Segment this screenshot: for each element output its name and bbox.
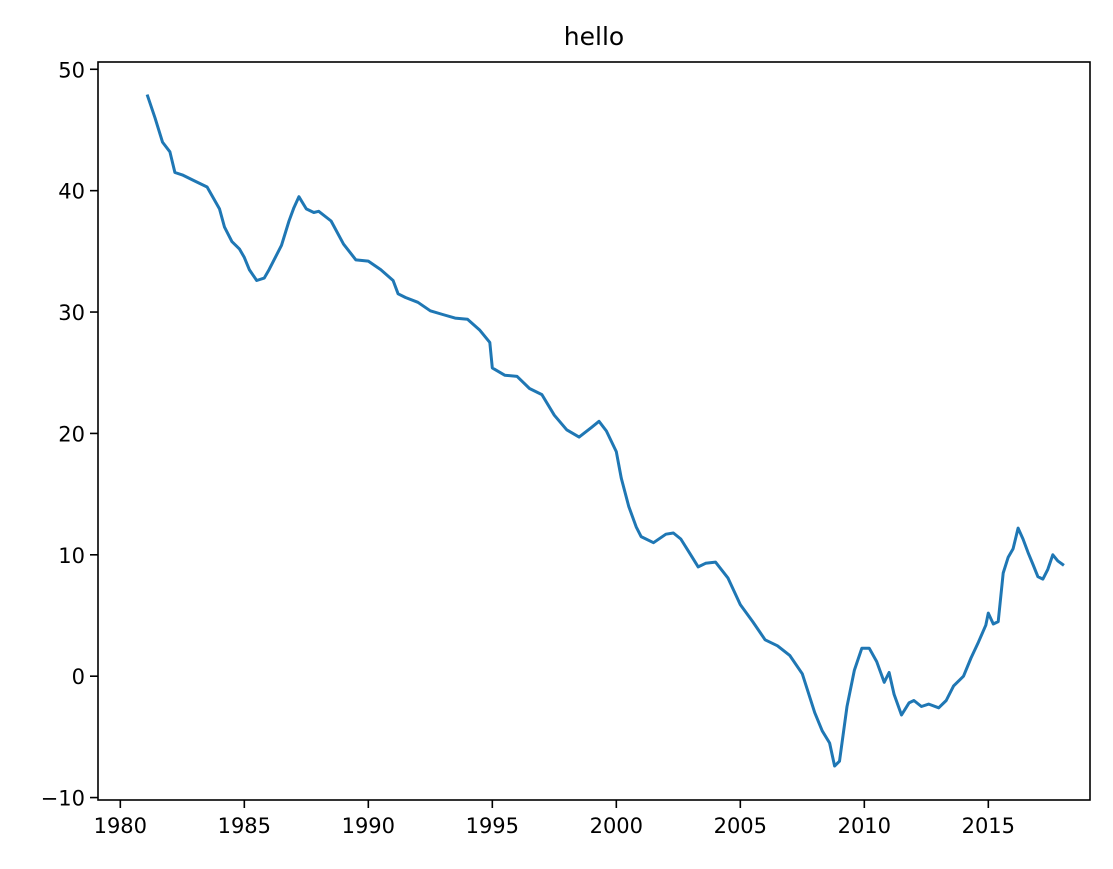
y-tick-label: 30 (58, 301, 85, 325)
x-tick-label: 2010 (838, 814, 891, 838)
x-tick-label: 1985 (218, 814, 271, 838)
x-tick-label: 1980 (94, 814, 147, 838)
y-tick-label: 0 (72, 665, 85, 689)
x-tick-label: 2000 (590, 814, 643, 838)
series-layer (145, 94, 1065, 768)
x-tick-label: 2015 (962, 814, 1015, 838)
x-axis: 1980 1985 1990 1995 2000 2005 2010 2015 (94, 800, 1015, 838)
y-tick-label: 50 (58, 58, 85, 82)
y-tick-label: −10 (41, 787, 85, 811)
x-tick-label: 1990 (342, 814, 395, 838)
y-tick-label: 40 (58, 180, 85, 204)
y-tick-label: 20 (58, 422, 85, 446)
y-axis: −10 0 10 20 30 40 50 (41, 58, 98, 811)
x-tick-label: 1995 (466, 814, 519, 838)
chart-title: hello (564, 22, 624, 51)
series-line (145, 94, 1065, 768)
y-tick-label: 10 (58, 544, 85, 568)
plot-frame (97, 61, 1091, 801)
x-tick-label: 2005 (714, 814, 767, 838)
